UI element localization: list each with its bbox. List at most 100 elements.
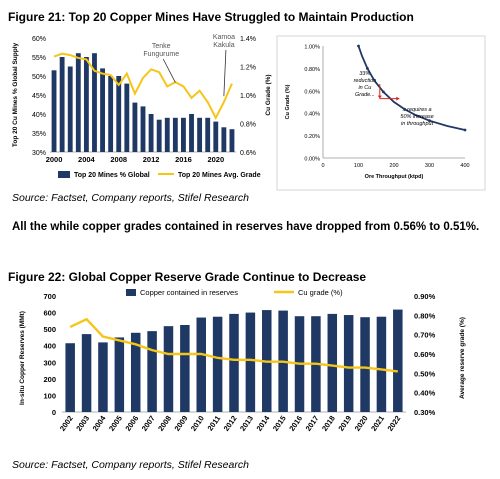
y2-tick-label: 1.4% xyxy=(240,36,256,43)
grade-line xyxy=(53,52,233,120)
y2-tick-label: 0.70% xyxy=(414,331,436,340)
legend-label: Top 20 Mines % Global xyxy=(74,172,150,179)
reduction-arrowhead xyxy=(377,95,382,99)
legend-label: Top 20 Mines Avg. Grade xyxy=(178,172,261,179)
y2-tick-label: 0.50% xyxy=(414,369,436,378)
grade-curve xyxy=(357,45,466,131)
bar xyxy=(100,68,105,152)
x-tick-label: 2008 xyxy=(156,414,173,433)
figure-22-title: Figure 22: Global Copper Reserve Grade C… xyxy=(8,270,367,284)
annotation-text: Kamoa xyxy=(213,34,235,41)
x-tick-label: 2014 xyxy=(254,413,271,433)
bar xyxy=(376,316,387,412)
bar xyxy=(197,117,203,152)
x-tick-label: 200 xyxy=(389,163,398,169)
y2-tick-label: 0.80% xyxy=(414,311,436,320)
curve-point xyxy=(403,107,407,111)
annotation-text: ...requires a xyxy=(403,107,432,113)
bar xyxy=(147,331,157,412)
x-tick-label: 2010 xyxy=(189,414,206,433)
bar xyxy=(164,117,170,152)
throughput-arrowhead xyxy=(396,96,400,101)
x-tick-label: 2005 xyxy=(107,414,124,433)
annotation-text: reduction xyxy=(354,78,377,84)
y-tick-label: 30% xyxy=(32,150,46,157)
curve-point xyxy=(428,119,431,123)
y-tick-label: 60% xyxy=(32,36,46,43)
legend-label: Copper contained in reserves xyxy=(140,288,238,297)
y-tick-label: 0 xyxy=(52,408,56,417)
y-axis-label: Cu Grade (%) xyxy=(285,84,291,119)
annotation-text: Kakula xyxy=(213,42,235,49)
y2-tick-label: 0.40% xyxy=(414,389,436,398)
x-tick-label: 2003 xyxy=(74,414,91,433)
curve-point xyxy=(463,128,467,132)
y-tick-label: 40% xyxy=(32,112,46,119)
bar xyxy=(130,332,141,412)
y-tick-label: 45% xyxy=(32,93,46,100)
y2-tick-label: 0.30% xyxy=(414,408,436,417)
y-tick-label: 600 xyxy=(43,309,56,318)
y2-tick-label: 0.6% xyxy=(240,150,256,157)
bar xyxy=(163,326,174,412)
y-tick-label: 400 xyxy=(43,342,56,351)
bar xyxy=(196,317,206,412)
y-tick-label: 200 xyxy=(43,375,56,384)
y2-tick-label: 0.90% xyxy=(414,292,436,301)
x-tick-label: 2020 xyxy=(207,155,224,164)
bar xyxy=(124,83,130,152)
x-tick-label: 2018 xyxy=(320,414,337,433)
legend-label: Cu grade (%) xyxy=(298,288,343,297)
y-tick-label: 55% xyxy=(32,55,46,62)
y-tick-label: 0.80% xyxy=(304,67,320,73)
bar xyxy=(116,76,122,152)
x-tick-label: 2006 xyxy=(123,414,140,433)
bar xyxy=(181,117,186,152)
x-tick-label: 2004 xyxy=(78,155,96,164)
x-tick-label: 2020 xyxy=(353,414,370,433)
annotation-pointer xyxy=(162,58,176,83)
bar xyxy=(98,342,108,412)
curve-point xyxy=(381,90,385,94)
bar xyxy=(205,117,211,152)
y2-tick-label: 0.60% xyxy=(414,350,436,359)
y-tick-label: 100 xyxy=(43,391,56,400)
x-tick-label: 2000 xyxy=(46,155,63,164)
bar xyxy=(245,312,256,412)
bar xyxy=(108,76,114,152)
bar xyxy=(140,106,146,152)
bar xyxy=(65,343,75,412)
y-tick-label: 50% xyxy=(32,74,46,81)
y2-tick-label: 1.0% xyxy=(240,93,256,100)
bar xyxy=(229,313,239,412)
y-tick-label: 700 xyxy=(43,292,56,301)
bar xyxy=(360,317,370,412)
x-axis-label: Ore Throughput (ktpd) xyxy=(365,174,424,180)
figure-21-title: Figure 21: Top 20 Copper Mines Have Stru… xyxy=(8,10,414,24)
bar xyxy=(81,334,92,412)
annotation-text: 50% increase xyxy=(400,114,433,120)
annotation-text: 33% xyxy=(359,71,370,77)
x-tick-label: 2021 xyxy=(369,414,386,433)
x-tick-label: 2012 xyxy=(222,414,239,433)
legend-swatch-bars xyxy=(58,171,70,178)
bar xyxy=(172,117,178,152)
body-text: All the while copper grades contained in… xyxy=(12,221,480,233)
x-tick-label: 2012 xyxy=(143,155,160,164)
bar xyxy=(180,325,190,412)
bar xyxy=(51,70,57,152)
bar xyxy=(221,127,227,152)
x-tick-label: 2016 xyxy=(175,155,192,164)
x-tick-label: 2009 xyxy=(173,414,190,433)
bar xyxy=(59,57,65,152)
bar xyxy=(189,114,194,152)
figure-21-right-chart: 0.00% 0.20% 0.40% 0.60% 0.80% 1.00% 0 100 200 300… xyxy=(276,35,486,191)
x-tick-label: 2008 xyxy=(110,155,127,164)
bar xyxy=(156,119,162,152)
annotation-text: Fungurume xyxy=(143,51,179,58)
bar xyxy=(229,129,235,152)
annotation-text: Tenke xyxy=(152,43,171,50)
y-tick-label: 0.20% xyxy=(304,134,320,140)
annotation-pointer xyxy=(223,49,227,97)
annotation-text: in Cu xyxy=(358,85,371,91)
